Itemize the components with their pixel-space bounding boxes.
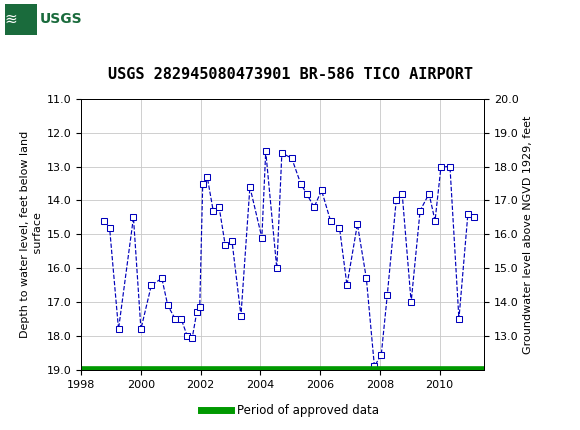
Text: USGS: USGS bbox=[39, 12, 82, 26]
Text: USGS 282945080473901 BR-586 TICO AIRPORT: USGS 282945080473901 BR-586 TICO AIRPORT bbox=[107, 67, 473, 82]
Y-axis label: Depth to water level, feet below land
 surface: Depth to water level, feet below land su… bbox=[20, 131, 42, 338]
Text: ≋: ≋ bbox=[4, 12, 17, 27]
FancyBboxPatch shape bbox=[3, 3, 70, 36]
Y-axis label: Groundwater level above NGVD 1929, feet: Groundwater level above NGVD 1929, feet bbox=[523, 115, 533, 353]
FancyBboxPatch shape bbox=[5, 4, 37, 35]
Legend: Period of approved data: Period of approved data bbox=[197, 399, 383, 422]
